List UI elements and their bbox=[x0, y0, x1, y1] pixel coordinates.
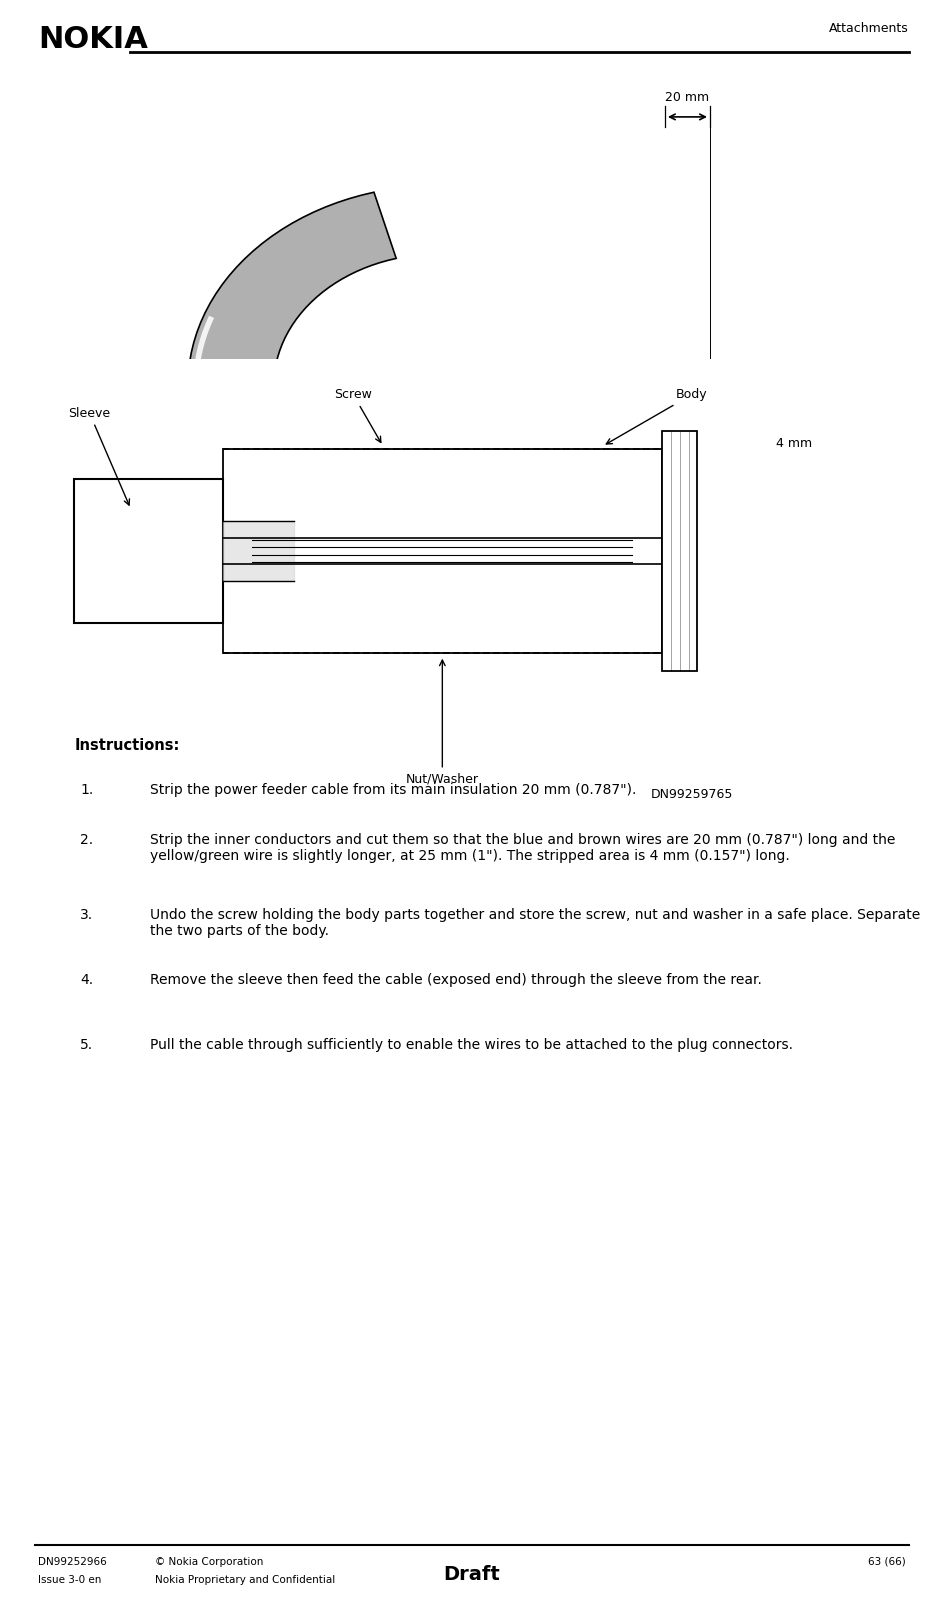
Text: Body: Body bbox=[606, 388, 707, 444]
Text: Nokia Proprietary and Confidential: Nokia Proprietary and Confidential bbox=[155, 1575, 335, 1584]
Text: © Nokia Corporation: © Nokia Corporation bbox=[155, 1557, 263, 1567]
Text: Pull the cable through sufficiently to enable the wires to be attached to the pl: Pull the cable through sufficiently to e… bbox=[150, 1038, 793, 1052]
Text: DN99252966: DN99252966 bbox=[38, 1557, 107, 1567]
Text: 63 (66): 63 (66) bbox=[868, 1557, 906, 1567]
Text: Nut/Washer: Nut/Washer bbox=[406, 660, 479, 786]
Text: Draft: Draft bbox=[444, 1565, 500, 1584]
Text: Instructions:: Instructions: bbox=[75, 738, 180, 752]
Text: Strip the inner conductors and cut them so that the blue and brown wires are 20 : Strip the inner conductors and cut them … bbox=[150, 832, 895, 862]
Text: 3.: 3. bbox=[80, 907, 93, 921]
Text: 4 mm: 4 mm bbox=[776, 438, 812, 450]
Text: Undo the screw holding the body parts together and store the screw, nut and wash: Undo the screw holding the body parts to… bbox=[150, 907, 920, 937]
Text: 20 mm: 20 mm bbox=[666, 91, 710, 104]
Text: NOKIA: NOKIA bbox=[38, 26, 148, 54]
Text: Sleeve: Sleeve bbox=[69, 407, 129, 505]
Text: 2.: 2. bbox=[80, 832, 93, 846]
Text: Screw: Screw bbox=[334, 388, 380, 442]
Bar bbox=[223, 449, 662, 653]
Bar bbox=[75, 479, 223, 623]
Text: 4.: 4. bbox=[80, 973, 93, 987]
Polygon shape bbox=[188, 192, 675, 586]
Bar bbox=[662, 431, 698, 671]
Text: DN99259765: DN99259765 bbox=[650, 789, 733, 802]
Text: 5.: 5. bbox=[80, 1038, 93, 1052]
Text: Strip the power feeder cable from its main insulation 20 mm (0.787").: Strip the power feeder cable from its ma… bbox=[150, 783, 636, 797]
Text: Attachments: Attachments bbox=[829, 22, 909, 35]
FancyBboxPatch shape bbox=[576, 767, 807, 824]
Text: Remove the sleeve then feed the cable (exposed end) through the sleeve from the : Remove the sleeve then feed the cable (e… bbox=[150, 973, 762, 987]
Text: Issue 3-0 en: Issue 3-0 en bbox=[38, 1575, 101, 1584]
Text: 1.: 1. bbox=[80, 783, 93, 797]
